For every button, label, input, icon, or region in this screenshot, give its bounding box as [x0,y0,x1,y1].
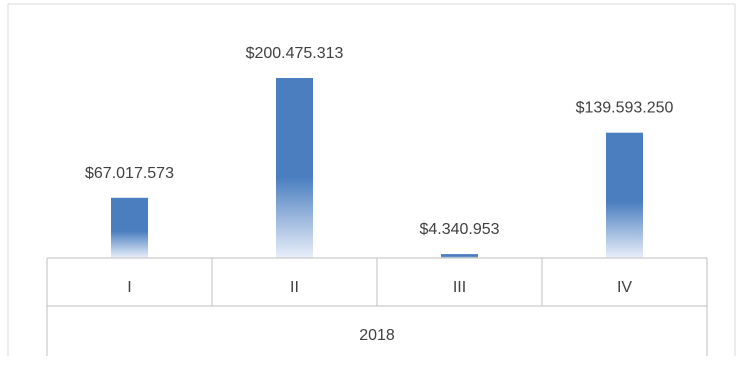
data-labels-layer: $67.017.573 $200.475.313 $4.340.953 $139.59… [85,45,674,238]
data-label-iv: $139.593.250 [576,100,674,117]
data-label-i: $67.017.573 [85,165,174,182]
category-tick-ii: II [290,279,299,296]
bar-iii [441,254,478,258]
bar-i [111,197,148,258]
data-label-iii: $4.340.953 [419,221,499,238]
data-label-ii: $200.475.313 [246,45,344,62]
group-label-year: 2018 [359,327,395,344]
category-tick-iv: IV [617,279,632,296]
bar-iv [606,132,643,258]
category-tick-iii: III [453,279,466,296]
bars-layer [111,78,643,258]
category-tick-i: I [127,279,131,296]
bar-ii [276,78,313,258]
